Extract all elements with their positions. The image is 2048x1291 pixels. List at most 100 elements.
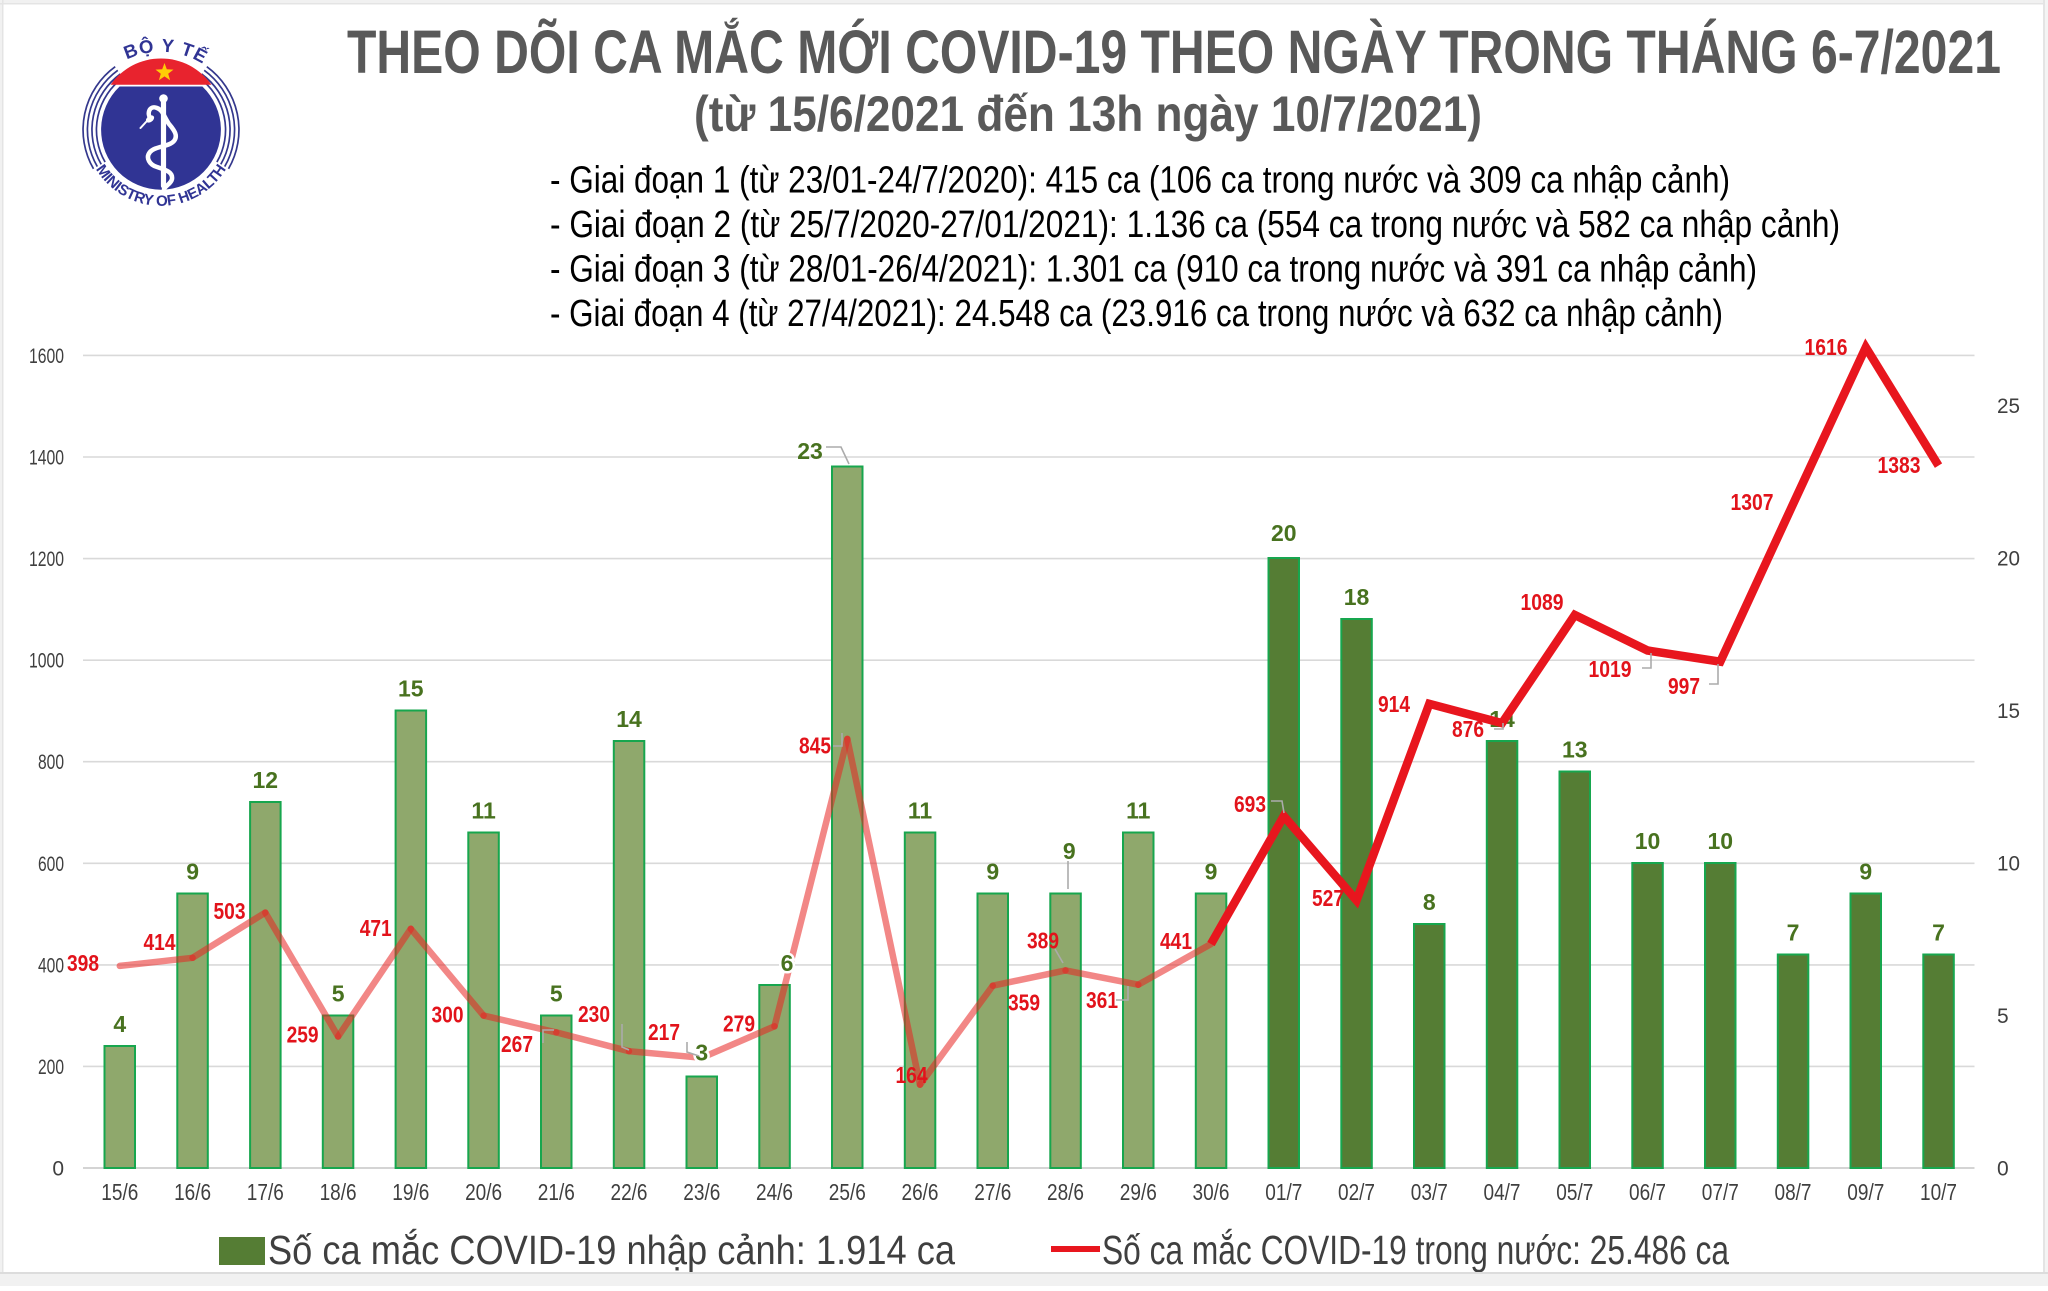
- svg-text:08/7: 08/7: [1775, 1179, 1812, 1205]
- svg-text:1616: 1616: [1805, 334, 1848, 360]
- svg-text:164: 164: [896, 1062, 928, 1088]
- svg-text:693: 693: [1234, 791, 1266, 817]
- svg-text:11: 11: [908, 798, 933, 824]
- svg-text:9: 9: [186, 859, 199, 885]
- svg-text:845: 845: [799, 733, 831, 759]
- svg-text:527: 527: [1312, 885, 1344, 911]
- svg-text:13: 13: [1562, 737, 1588, 763]
- svg-text:23/6: 23/6: [683, 1179, 720, 1205]
- svg-text:441: 441: [1160, 928, 1192, 954]
- svg-text:361: 361: [1086, 987, 1118, 1013]
- svg-text:29/6: 29/6: [1120, 1179, 1157, 1205]
- svg-text:Số ca mắc COVID-19 nhập cảnh:: Số ca mắc COVID-19 nhập cảnh: 1.914 ca: [268, 1227, 955, 1273]
- svg-text:10: 10: [1997, 853, 2020, 876]
- svg-text:600: 600: [38, 853, 64, 876]
- svg-text:200: 200: [38, 1056, 64, 1079]
- svg-text:- Giai đoạn 4 (từ 27/4/2021):: - Giai đoạn 4 (từ 27/4/2021): 24.548 ca …: [550, 293, 1723, 335]
- svg-text:30/6: 30/6: [1193, 1179, 1230, 1205]
- svg-text:5: 5: [1997, 1005, 2009, 1028]
- svg-text:14: 14: [616, 706, 642, 732]
- svg-text:09/7: 09/7: [1847, 1179, 1884, 1205]
- svg-text:23: 23: [797, 438, 823, 464]
- svg-text:359: 359: [1008, 990, 1040, 1016]
- svg-text:05/7: 05/7: [1556, 1179, 1593, 1205]
- svg-text:18: 18: [1344, 584, 1370, 610]
- svg-text:20: 20: [1271, 520, 1297, 546]
- svg-text:5: 5: [332, 981, 345, 1007]
- svg-text:20/6: 20/6: [465, 1179, 502, 1205]
- svg-text:389: 389: [1027, 928, 1059, 954]
- svg-text:04/7: 04/7: [1484, 1179, 1521, 1205]
- svg-text:876: 876: [1452, 716, 1484, 742]
- svg-text:20: 20: [1997, 548, 2020, 571]
- svg-text:217: 217: [648, 1019, 680, 1045]
- svg-text:03/7: 03/7: [1411, 1179, 1448, 1205]
- svg-text:01/7: 01/7: [1265, 1179, 1302, 1205]
- svg-text:25: 25: [1997, 395, 2020, 418]
- svg-text:(từ 15/6/2021 đến 13h ngày 10/: (từ 15/6/2021 đến 13h ngày 10/7/2021): [694, 86, 1482, 142]
- svg-text:3: 3: [695, 1040, 708, 1066]
- svg-text:503: 503: [214, 898, 246, 924]
- svg-text:18/6: 18/6: [320, 1179, 357, 1205]
- svg-text:914: 914: [1378, 691, 1410, 717]
- svg-text:10: 10: [1635, 828, 1661, 854]
- svg-text:- Giai đoạn 2 (từ 25/7/2020-27: - Giai đoạn 2 (từ 25/7/2020-27/01/2021):…: [550, 204, 1840, 246]
- svg-text:4: 4: [113, 1011, 126, 1037]
- svg-text:22/6: 22/6: [611, 1179, 648, 1205]
- svg-text:0: 0: [52, 1158, 64, 1181]
- svg-text:10: 10: [1708, 828, 1734, 854]
- svg-text:400: 400: [38, 954, 64, 977]
- svg-text:259: 259: [287, 1022, 319, 1048]
- svg-text:06/7: 06/7: [1629, 1179, 1666, 1205]
- svg-text:6: 6: [781, 950, 794, 976]
- svg-text:10/7: 10/7: [1920, 1179, 1957, 1205]
- svg-text:7: 7: [1787, 920, 1800, 946]
- svg-text:8: 8: [1423, 889, 1436, 915]
- svg-text:9: 9: [986, 859, 999, 885]
- svg-text:15: 15: [398, 676, 424, 702]
- svg-text:02/7: 02/7: [1338, 1179, 1375, 1205]
- svg-text:Số ca mắc COVID-19 trong nước:: Số ca mắc COVID-19 trong nước: 25.486 ca: [1102, 1227, 1729, 1273]
- svg-text:1400: 1400: [29, 447, 64, 470]
- svg-text:1383: 1383: [1878, 452, 1921, 478]
- svg-text:27/6: 27/6: [974, 1179, 1011, 1205]
- svg-text:5: 5: [550, 981, 563, 1007]
- svg-text:28/6: 28/6: [1047, 1179, 1084, 1205]
- svg-text:26/6: 26/6: [902, 1179, 939, 1205]
- svg-text:15: 15: [1997, 700, 2020, 723]
- svg-text:279: 279: [723, 1011, 755, 1037]
- svg-text:414: 414: [144, 929, 176, 955]
- svg-text:267: 267: [501, 1031, 533, 1057]
- svg-text:21/6: 21/6: [538, 1179, 575, 1205]
- svg-text:1019: 1019: [1589, 656, 1632, 682]
- svg-text:230: 230: [578, 1001, 610, 1027]
- svg-text:1000: 1000: [29, 650, 64, 673]
- svg-text:398: 398: [67, 950, 99, 976]
- svg-text:16/6: 16/6: [174, 1179, 211, 1205]
- svg-text:0: 0: [1997, 1158, 2009, 1181]
- svg-text:11: 11: [1126, 798, 1151, 824]
- svg-text:THEO DÕI CA MẮC MỚI COVID-19 T: THEO DÕI CA MẮC MỚI COVID-19 THEO NGÀY T…: [347, 18, 2001, 86]
- svg-text:19/6: 19/6: [392, 1179, 429, 1205]
- svg-text:800: 800: [38, 751, 64, 774]
- svg-text:1089: 1089: [1521, 589, 1564, 615]
- svg-text:471: 471: [360, 915, 392, 941]
- svg-text:11: 11: [471, 798, 496, 824]
- svg-text:9: 9: [1205, 859, 1218, 885]
- svg-text:300: 300: [432, 1002, 464, 1028]
- svg-text:997: 997: [1668, 673, 1700, 699]
- svg-text:1307: 1307: [1731, 489, 1774, 515]
- svg-text:17/6: 17/6: [247, 1179, 284, 1205]
- svg-text:25/6: 25/6: [829, 1179, 866, 1205]
- svg-text:15/6: 15/6: [101, 1179, 138, 1205]
- svg-text:7: 7: [1932, 920, 1945, 946]
- svg-text:- Giai đoạn 1 (từ 23/01-24/7/2: - Giai đoạn 1 (từ 23/01-24/7/2020): 415 …: [550, 160, 1730, 202]
- svg-text:1200: 1200: [29, 548, 64, 571]
- svg-text:9: 9: [1859, 859, 1872, 885]
- svg-text:- Giai đoạn 3 (từ 28/01-26/4/2: - Giai đoạn 3 (từ 28/01-26/4/2021): 1.30…: [550, 249, 1757, 291]
- svg-text:1600: 1600: [29, 345, 64, 368]
- svg-text:24/6: 24/6: [756, 1179, 793, 1205]
- svg-text:12: 12: [253, 767, 279, 793]
- svg-text:9: 9: [1063, 838, 1076, 864]
- svg-text:07/7: 07/7: [1702, 1179, 1739, 1205]
